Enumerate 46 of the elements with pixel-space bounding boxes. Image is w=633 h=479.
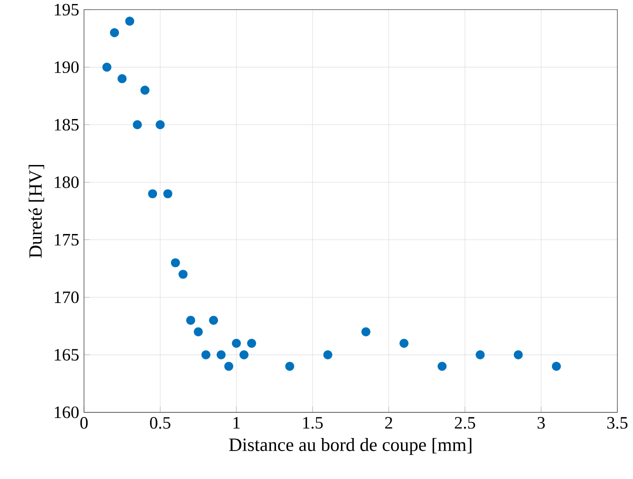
x-tick-label: 1.5: [303, 417, 323, 429]
x-tick-label: 0: [80, 417, 88, 429]
y-tick-label: 160: [54, 406, 79, 418]
y-axis-title: Dureté [HV]: [28, 164, 44, 258]
point: [163, 189, 172, 198]
point: [110, 28, 120, 38]
point: [102, 62, 112, 72]
point: [148, 189, 158, 198]
point: [224, 362, 234, 371]
point: [156, 120, 165, 130]
x-tick-label: 2.5: [454, 417, 476, 429]
point: [201, 350, 210, 360]
y-tick-label: 170: [54, 291, 79, 304]
point: [140, 86, 150, 95]
point: [239, 350, 249, 360]
point: [514, 350, 523, 360]
x-tick-label: 1: [234, 417, 240, 428]
point: [361, 327, 370, 336]
point: [170, 258, 180, 268]
point: [552, 362, 561, 371]
x-tick-label: 0.5: [150, 417, 170, 429]
point: [186, 316, 196, 325]
point: [438, 362, 447, 371]
x-tick-label: 3: [538, 417, 545, 429]
point: [132, 120, 142, 130]
point: [247, 338, 256, 348]
point: [232, 338, 241, 348]
point: [118, 74, 127, 84]
y-tick-label: 190: [54, 61, 79, 74]
x-axis-title: Distance au bord de coupe [mm]: [229, 438, 472, 455]
x-tick-label: 2: [385, 417, 392, 429]
y-tick-label: 165: [54, 348, 79, 361]
point: [216, 350, 226, 360]
y-tick-label: 195: [54, 4, 79, 16]
point: [208, 316, 218, 325]
y-tick-label: 175: [54, 234, 79, 246]
y-tick-label: 180: [54, 176, 79, 188]
point: [285, 362, 294, 371]
y-tick-label: 185: [54, 118, 79, 131]
point: [399, 338, 409, 348]
x-tick-label: 3.5: [607, 417, 628, 429]
point: [194, 327, 203, 336]
point: [125, 16, 134, 26]
point: [323, 350, 332, 360]
point: [476, 350, 485, 360]
point: [178, 270, 188, 279]
